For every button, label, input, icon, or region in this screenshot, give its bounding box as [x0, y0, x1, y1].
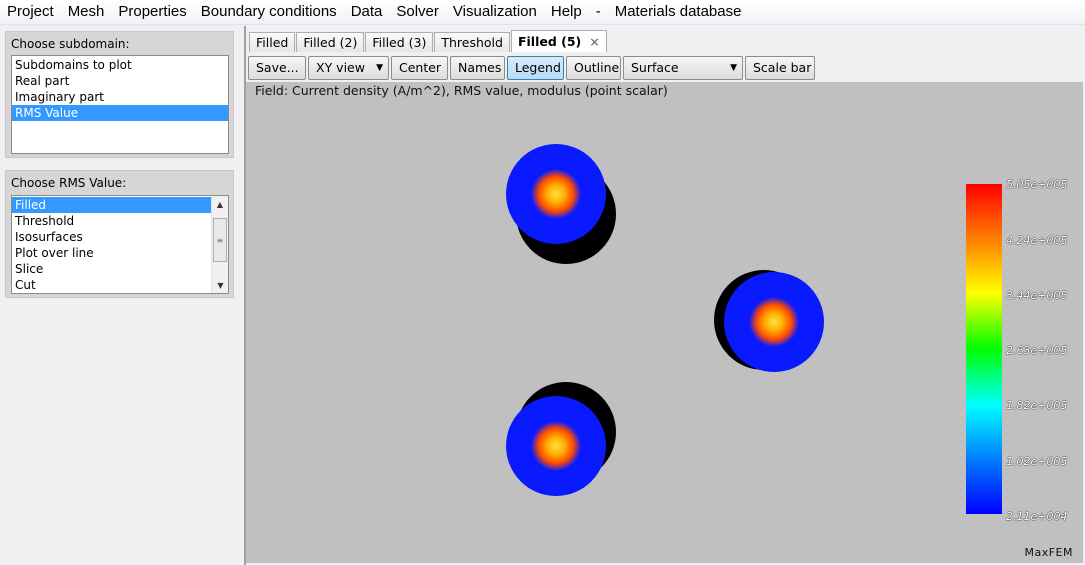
rms-item-threshold[interactable]: Threshold [15, 214, 75, 228]
panel-divider [244, 26, 246, 565]
outline-button[interactable]: Outline [566, 56, 621, 80]
tab-filled-3[interactable]: Filled (3) [365, 32, 434, 52]
menu-solver[interactable]: Solver [396, 3, 439, 20]
tab-filled-2[interactable]: Filled (2) [296, 32, 365, 52]
tab-filled-5[interactable]: Filled (5) × [510, 30, 607, 52]
menu-help[interactable]: Help [550, 3, 582, 20]
conductor-right [714, 270, 824, 372]
menu-data[interactable]: Data [350, 3, 383, 20]
close-icon[interactable]: × [589, 34, 600, 49]
legend-label-4: 2.63e+005 [1006, 344, 1068, 357]
field-plot [506, 144, 1002, 514]
legend-label-6: 1.02e+005 [1006, 455, 1068, 468]
legend-toggle-button[interactable]: Legend [507, 56, 564, 80]
legend-label-2: 4.24e+005 [1006, 234, 1068, 247]
rms-item-isosurfaces[interactable]: Isosurfaces [15, 230, 83, 244]
menu-properties[interactable]: Properties [118, 3, 187, 20]
menu-boundary-conditions[interactable]: Boundary conditions [200, 3, 337, 20]
rms-item-plot-over-line[interactable]: Plot over line [15, 246, 94, 260]
representation-select[interactable]: Surface ▼ [623, 56, 743, 80]
subdomain-panel-title: Choose subdomain: [11, 37, 130, 51]
subdomain-list[interactable]: Subdomains to plot Real part Imaginary p… [11, 55, 229, 154]
field-description: Field: Current density (A/m^2), RMS valu… [255, 83, 668, 98]
center-button[interactable]: Center [391, 56, 448, 80]
subdomain-item-imaginary-part[interactable]: Imaginary part [15, 90, 104, 104]
rms-list-scrollbar[interactable]: ▲ ≡ ▼ [211, 196, 228, 293]
plot-tabs: Filled Filled (2) Filled (3) Threshold F… [249, 30, 608, 52]
rms-panel-title: Choose RMS Value: [11, 176, 127, 190]
representation-select-value: Surface [631, 60, 679, 75]
conductor-top [506, 144, 616, 264]
menu-visualization[interactable]: Visualization [452, 3, 537, 20]
scale-bar-button[interactable]: Scale bar [745, 56, 815, 80]
menu-bar: Project Mesh Properties Boundary conditi… [0, 0, 1085, 25]
plot-toolbar: Save... XY view ▼ Center Names Legend Out… [248, 56, 817, 80]
conductor-bottom [506, 382, 616, 496]
scroll-up-icon[interactable]: ▲ [216, 199, 224, 209]
view-select[interactable]: XY view ▼ [308, 56, 389, 80]
legend-label-3: 3.44e+005 [1006, 289, 1068, 302]
legend-label-max: 5.05e+005 [1006, 178, 1068, 191]
legend-label-5: 1.82e+005 [1006, 399, 1068, 412]
subdomain-item-rms-value[interactable]: RMS Value [12, 105, 228, 121]
rms-item-filled[interactable]: Filled [12, 197, 211, 213]
brand-watermark: MaxFEM [1024, 546, 1073, 559]
legend-label-min: 2.11e+004 [1006, 510, 1068, 523]
scroll-thumb[interactable]: ≡ [213, 218, 227, 262]
tab-threshold[interactable]: Threshold [434, 32, 510, 52]
rms-item-cut[interactable]: Cut [15, 278, 36, 292]
menu-materials-database[interactable]: Materials database [614, 3, 742, 20]
chevron-down-icon: ▼ [730, 63, 737, 73]
scroll-down-icon[interactable]: ▼ [217, 280, 224, 290]
rms-value-panel: Choose RMS Value: Filled Threshold Isosu… [5, 170, 234, 298]
rms-visualization-list[interactable]: Filled Threshold Isosurfaces Plot over l… [11, 195, 229, 294]
rms-item-slice[interactable]: Slice [15, 262, 44, 276]
menu-mesh[interactable]: Mesh [67, 3, 105, 20]
subdomain-panel: Choose subdomain: Subdomains to plot Rea… [5, 31, 234, 158]
view-select-value: XY view [316, 60, 365, 75]
chevron-down-icon: ▼ [376, 63, 383, 73]
legend-color-bar [966, 184, 1002, 514]
menu-separator: - [595, 3, 601, 20]
tab-filled[interactable]: Filled [249, 32, 296, 52]
menu-project[interactable]: Project [7, 3, 54, 20]
render-viewport[interactable]: Field: Current density (A/m^2), RMS valu… [246, 82, 1083, 563]
save-button[interactable]: Save... [248, 56, 306, 80]
subdomain-item-real-part[interactable]: Real part [15, 74, 70, 88]
names-button[interactable]: Names [450, 56, 505, 80]
subdomain-item-subdomains-to-plot[interactable]: Subdomains to plot [15, 58, 132, 72]
tab-filled-5-label: Filled (5) [517, 34, 582, 49]
